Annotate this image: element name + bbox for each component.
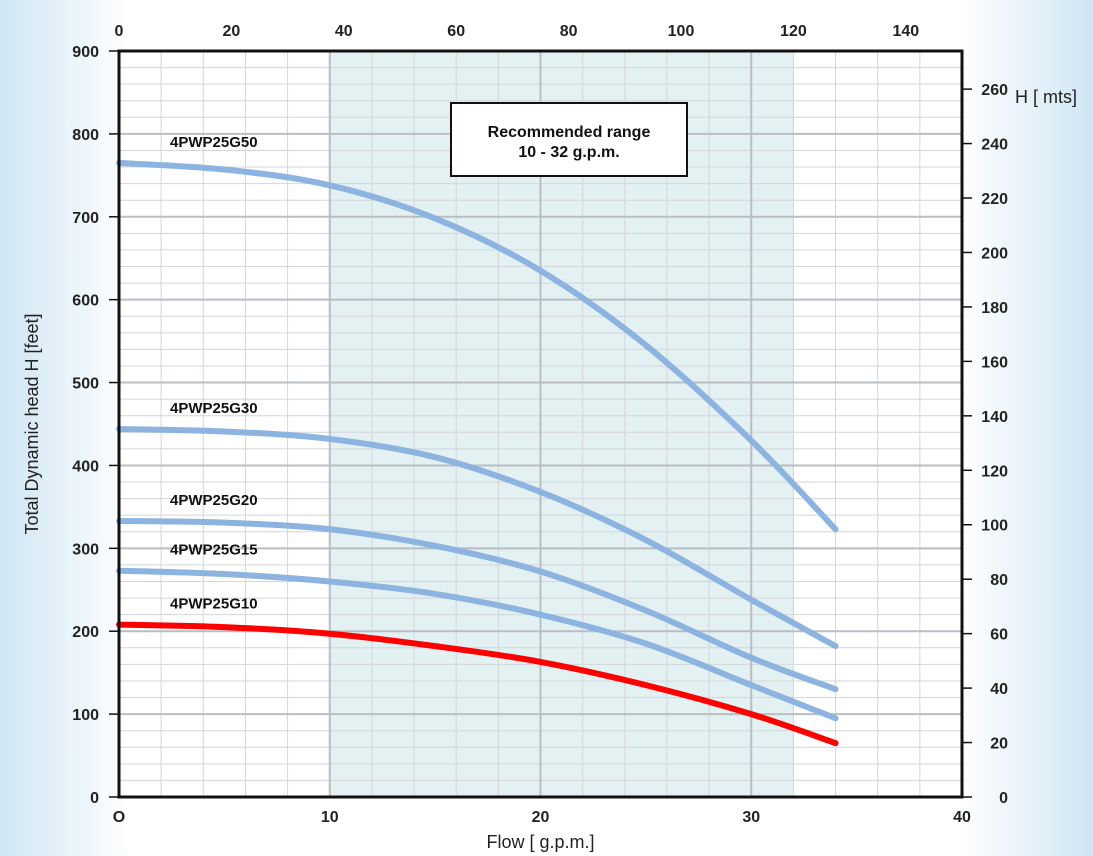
y2-tick-label: 180 bbox=[981, 300, 1008, 317]
series-line-4pwp25g20 bbox=[116, 517, 839, 693]
y2-tick-label: 0 bbox=[999, 790, 1008, 807]
y2-tick-label: 60 bbox=[990, 627, 1008, 644]
y2-tick-label: 80 bbox=[990, 572, 1008, 589]
recommended-range-values: 10 - 32 g.p.m. bbox=[518, 144, 619, 161]
series-line-4pwp25g15 bbox=[116, 567, 839, 722]
y-tick-label: 500 bbox=[72, 376, 99, 393]
x2-tick-label: 20 bbox=[223, 23, 241, 40]
series-label-4pwp25g15: 4PWP25G15 bbox=[170, 542, 258, 559]
x-tick-label: 30 bbox=[742, 809, 760, 826]
x2-tick-label: 80 bbox=[560, 23, 578, 40]
series-label-4pwp25g20: 4PWP25G20 bbox=[170, 492, 258, 509]
y2-tick-label: 240 bbox=[981, 137, 1008, 154]
x2-tick-label: 0 bbox=[115, 23, 124, 40]
x-tick-label: 40 bbox=[953, 809, 971, 826]
y-tick-label: 300 bbox=[72, 541, 99, 558]
series-label-4pwp25g10: 4PWP25G10 bbox=[170, 596, 258, 613]
y-tick-label: 700 bbox=[72, 210, 99, 227]
y-tick-label: 900 bbox=[72, 44, 99, 61]
x-axis-label: Flow [ g.p.m.] bbox=[486, 832, 594, 852]
x-tick-label: 20 bbox=[532, 809, 550, 826]
x2-tick-label: 120 bbox=[780, 23, 807, 40]
y2-tick-label: 160 bbox=[981, 354, 1008, 371]
y2-tick-label: 200 bbox=[981, 245, 1008, 262]
y2-tick-label: 120 bbox=[981, 463, 1008, 480]
y-tick-label: 600 bbox=[72, 293, 99, 310]
y2-tick-label: 260 bbox=[981, 82, 1008, 99]
x2-tick-label: 40 bbox=[335, 23, 353, 40]
recommended-range-box bbox=[450, 102, 688, 177]
y2-axis-label: H [ mts] bbox=[1015, 87, 1077, 107]
series-line-4pwp25g30 bbox=[116, 425, 839, 650]
y2-tick-label: 220 bbox=[981, 191, 1008, 208]
y2-tick-label: 100 bbox=[981, 518, 1008, 535]
series-label-4pwp25g50: 4PWP25G50 bbox=[170, 134, 258, 151]
y-tick-label: 100 bbox=[72, 707, 99, 724]
y-tick-label: 200 bbox=[72, 624, 99, 641]
series-label-4pwp25g30: 4PWP25G30 bbox=[170, 400, 258, 417]
x-tick-label: 10 bbox=[321, 809, 339, 826]
plot-frame bbox=[117, 49, 964, 799]
x2-tick-label: 140 bbox=[892, 23, 919, 40]
x-tick-label: O bbox=[113, 809, 125, 826]
y-tick-label: 800 bbox=[72, 127, 99, 144]
y2-tick-label: 40 bbox=[990, 681, 1008, 698]
recommended-range-title: Recommended range bbox=[488, 124, 651, 141]
series-line-4pwp25g10 bbox=[116, 621, 839, 747]
y-tick-label: 400 bbox=[72, 458, 99, 475]
y-tick-label: 0 bbox=[90, 790, 99, 807]
y-axis-label: Total Dynamic head H [feet] bbox=[22, 313, 42, 534]
y2-tick-label: 140 bbox=[981, 409, 1008, 426]
y2-tick-label: 20 bbox=[990, 736, 1008, 753]
series-line-4pwp25g50 bbox=[116, 159, 839, 533]
x2-tick-label: 100 bbox=[668, 23, 695, 40]
x2-tick-label: 60 bbox=[447, 23, 465, 40]
